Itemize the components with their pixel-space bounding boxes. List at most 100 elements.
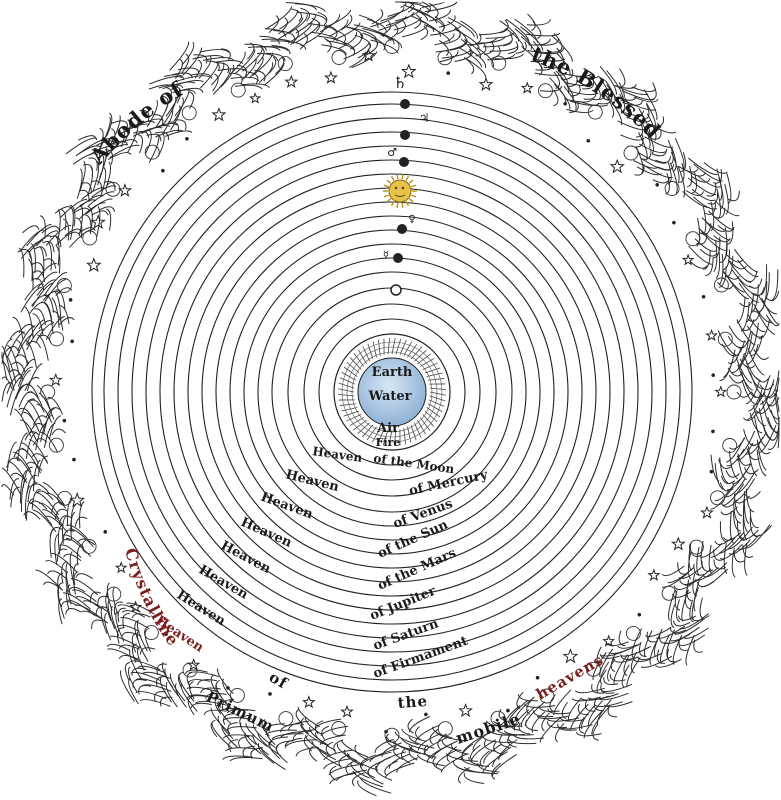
star-dot — [672, 220, 676, 225]
star-dot — [535, 675, 540, 680]
fire-label: Fire — [376, 436, 401, 449]
planet-markers: ♄ ♃ ♂ ♀ ☿ — [383, 73, 430, 296]
sun-icon — [383, 174, 417, 208]
orbit-ring — [215, 215, 569, 569]
star-dot — [424, 712, 428, 717]
venus-planet — [397, 224, 407, 234]
orbit-ring — [103, 103, 681, 681]
saturn-symbol-icon: ♄ — [393, 73, 407, 92]
star-icon — [562, 648, 579, 664]
star-dot — [506, 708, 510, 713]
star-dot — [268, 692, 272, 696]
star-icon — [69, 492, 86, 508]
orbit-ring — [91, 91, 693, 693]
earth-label: Earth — [372, 365, 413, 380]
star-icon — [361, 48, 376, 62]
orbit-ring — [271, 271, 513, 513]
star-icon — [249, 92, 262, 104]
mercury-planet — [393, 253, 403, 263]
star-icon — [302, 695, 316, 709]
air-label: Air — [376, 421, 399, 436]
star-dot — [103, 530, 108, 534]
heaven-mars-left: Heaven — [218, 538, 273, 577]
star-dot — [70, 339, 74, 344]
orbit-ring — [145, 145, 639, 639]
star-icon — [681, 253, 695, 266]
orbit-ring — [117, 117, 667, 667]
heaven-moon-right: of the Moon — [373, 451, 456, 476]
star-dot — [701, 294, 706, 299]
mars-planet — [399, 157, 409, 167]
heaven-labels: Heaven of the Moon Heaven of Mercury Hea… — [153, 444, 490, 682]
star-dot — [711, 429, 715, 434]
primum-of-label: of — [266, 668, 291, 693]
orbit-ring — [243, 243, 541, 541]
star-icon — [48, 372, 63, 387]
star-dot — [62, 418, 67, 423]
star-icon — [700, 505, 714, 519]
star-dot — [384, 729, 388, 734]
heaven-sun-left: Heaven — [238, 515, 294, 551]
orbit-ring — [229, 229, 555, 555]
earth-core: Earth Water Air Fire — [333, 333, 451, 451]
star-dot — [72, 457, 76, 462]
star-icon — [609, 158, 625, 174]
star-dot — [446, 71, 451, 75]
saturn-planet — [400, 99, 410, 109]
star-icon — [114, 561, 128, 574]
star-dot — [586, 138, 591, 143]
celestial-spheres — [91, 91, 693, 693]
star-icon — [400, 63, 417, 79]
star-dot — [161, 168, 165, 173]
star-icon — [670, 536, 686, 551]
orbit-ring — [201, 201, 583, 583]
star-icon — [520, 81, 534, 94]
star-icon — [129, 600, 142, 613]
star-dot — [563, 101, 567, 106]
star-dot — [185, 136, 189, 141]
heaven-moon-left: Heaven — [312, 444, 364, 465]
star-icon — [478, 76, 494, 91]
jupiter-symbol-icon: ♃ — [419, 111, 430, 125]
orbit-ring — [173, 173, 611, 611]
star-dot — [711, 373, 715, 377]
star-dot — [709, 469, 714, 474]
earth-hatch — [338, 338, 446, 446]
orbit-ring — [303, 303, 481, 481]
heaven-mercury-left: Heaven — [284, 467, 341, 495]
orbit-ring — [159, 159, 625, 625]
star-icon — [117, 183, 133, 197]
star-icon — [647, 568, 661, 581]
venus-symbol-icon: ♀ — [408, 214, 415, 225]
star-icon — [705, 328, 718, 342]
star-dot — [226, 686, 230, 690]
star-icon — [187, 658, 201, 671]
star-icon — [90, 214, 106, 229]
jupiter-planet — [400, 130, 410, 140]
mercury-symbol-icon: ☿ — [383, 250, 389, 261]
star-icon — [458, 703, 473, 718]
starfield-ring — [48, 48, 728, 734]
star-icon — [602, 634, 616, 647]
star-dot — [164, 632, 168, 637]
star-dot — [655, 182, 660, 187]
heavens-label: heavens — [533, 650, 607, 703]
star-icon — [323, 70, 338, 84]
star-icon — [86, 257, 102, 273]
orbit-ring — [131, 131, 653, 653]
heaven-venus-left: Heaven — [259, 490, 316, 523]
heaven-jupiter-left: Heaven — [196, 562, 251, 602]
orbit-ring — [257, 257, 527, 527]
star-icon — [714, 385, 728, 398]
star-icon — [284, 74, 299, 88]
star-dot — [68, 298, 73, 302]
the-label: the — [397, 692, 429, 712]
star-dot — [637, 612, 642, 617]
heaven-jupiter-right: of Jupiter — [368, 584, 438, 624]
mars-symbol-icon: ♂ — [387, 146, 397, 159]
orbit-ring — [318, 318, 466, 466]
primum-label: Primum — [203, 687, 277, 735]
